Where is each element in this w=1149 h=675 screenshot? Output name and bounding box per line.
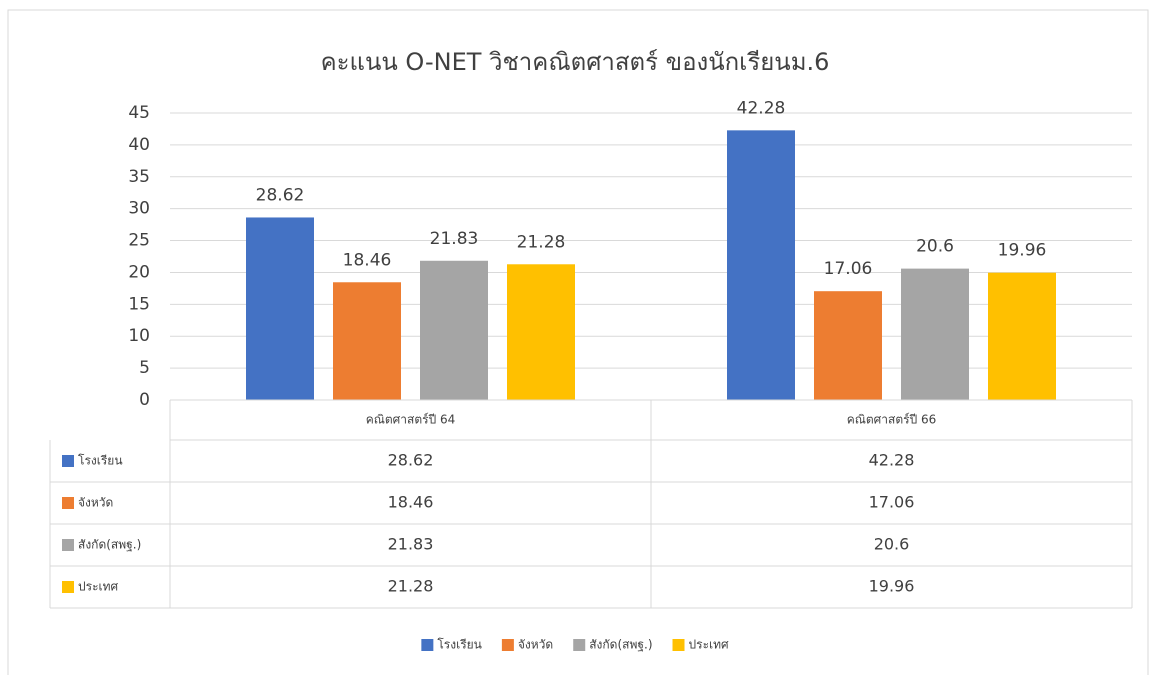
x-tick-label: คณิตศาสตร์ปี 64: [366, 413, 456, 427]
y-tick-label: 20: [128, 262, 150, 282]
y-tick-label: 15: [128, 294, 150, 314]
table-row-label: ประเทศ: [78, 580, 119, 594]
table-key: [62, 581, 74, 593]
legend-label: ประเทศ: [689, 638, 730, 652]
y-tick-label: 40: [128, 135, 150, 155]
y-tick-label: 45: [128, 103, 150, 123]
legend-key: [573, 639, 586, 651]
data-label: 21.28: [517, 232, 566, 252]
y-tick-label: 25: [128, 231, 150, 251]
bar: [246, 217, 314, 400]
chart-title: คะแนน O-NET วิชาคณิตศาสตร์ ของนักเรียนม.…: [321, 48, 830, 76]
table-cell: 42.28: [869, 451, 915, 470]
y-tick-label: 0: [139, 390, 150, 410]
table-cell: 21.28: [388, 577, 434, 596]
data-label: 20.6: [916, 237, 954, 257]
table-cell: 19.96: [869, 577, 915, 596]
data-label: 28.62: [256, 185, 305, 205]
chart-border: [7, 9, 1149, 675]
bar: [333, 282, 401, 400]
table-row-label: โรงเรียน: [78, 454, 123, 468]
bar: [507, 264, 575, 400]
legend-label: จังหวัด: [518, 638, 553, 652]
legend-key: [672, 639, 685, 651]
data-label: 21.83: [430, 229, 479, 249]
bar: [727, 130, 795, 401]
table-cell: 20.6: [874, 535, 910, 554]
table-cell: 17.06: [869, 493, 915, 512]
data-label: 19.96: [998, 241, 1047, 261]
table-cell: 21.83: [388, 535, 434, 554]
y-tick-label: 10: [128, 326, 150, 346]
table-row-label: สังกัด(สพฐ.): [78, 538, 141, 552]
y-tick-label: 35: [128, 167, 150, 187]
data-label: 18.46: [343, 250, 392, 270]
y-tick-label: 5: [139, 358, 150, 378]
bar: [988, 272, 1056, 400]
bar: [420, 260, 488, 400]
x-tick-label: คณิตศาสตร์ปี 66: [847, 413, 937, 427]
table-cell: 18.46: [388, 493, 434, 512]
legend-key: [501, 639, 514, 651]
data-label: 17.06: [824, 259, 873, 279]
data-label: 42.28: [737, 98, 786, 118]
table-cell: 28.62: [388, 451, 434, 470]
table-key: [62, 539, 74, 551]
bar: [901, 268, 969, 400]
table-row-label: จังหวัด: [78, 496, 113, 510]
table-key: [62, 497, 74, 509]
y-tick-label: 30: [128, 199, 150, 219]
table-key: [62, 455, 74, 467]
legend-label: โรงเรียน: [437, 638, 482, 652]
legend-key: [421, 639, 434, 651]
bar: [814, 291, 882, 400]
legend-label: สังกัด(สพฐ.): [589, 638, 652, 652]
